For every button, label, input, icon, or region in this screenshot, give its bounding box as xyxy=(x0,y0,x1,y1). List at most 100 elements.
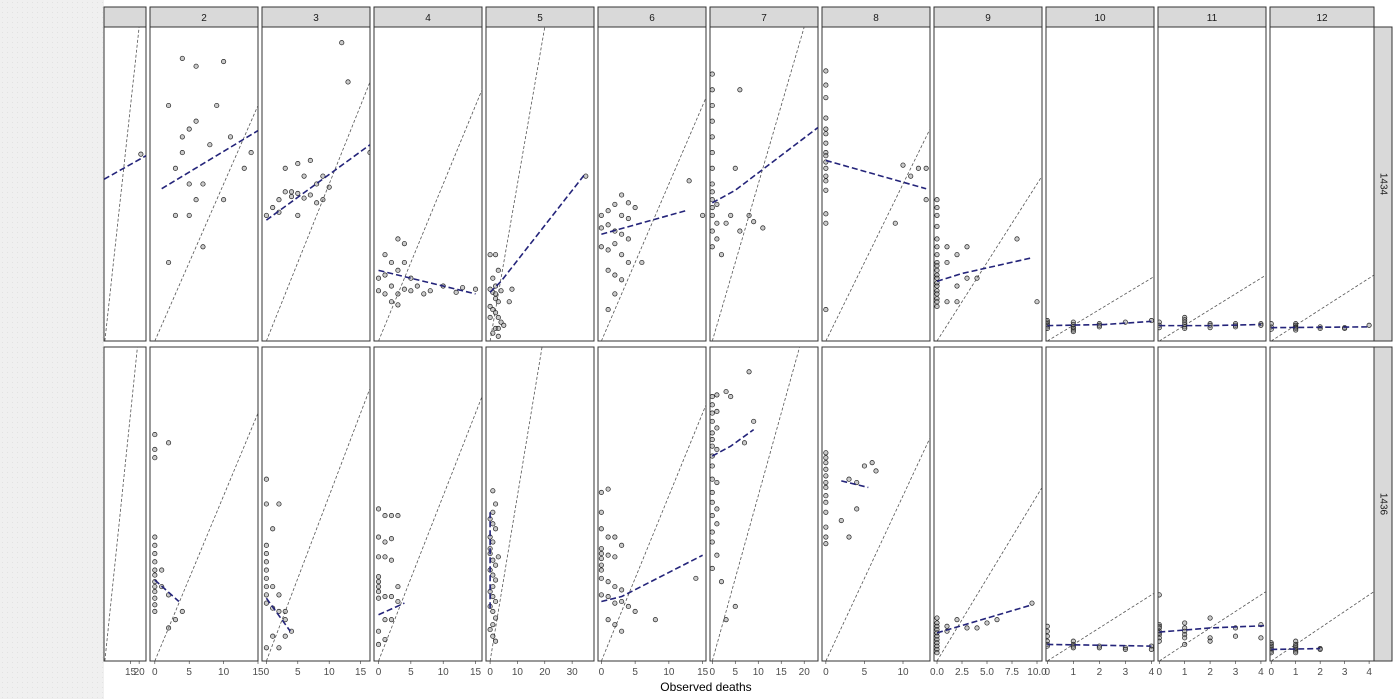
data-point xyxy=(375,534,382,540)
facet-panel xyxy=(1157,26,1267,342)
column-strip-label: 12 xyxy=(1316,13,1328,24)
data-point xyxy=(301,195,307,201)
data-point xyxy=(314,200,320,206)
facet-panel xyxy=(821,26,931,342)
data-point xyxy=(1096,645,1102,651)
data-point xyxy=(388,513,395,519)
data-point xyxy=(460,285,466,291)
data-point xyxy=(823,524,829,530)
data-point xyxy=(934,263,940,269)
data-point xyxy=(493,291,499,297)
data-point xyxy=(179,134,185,140)
data-point xyxy=(1096,324,1102,330)
data-point xyxy=(1258,635,1264,641)
data-point xyxy=(263,575,269,581)
data-point xyxy=(823,460,829,466)
panel-background xyxy=(373,346,483,662)
data-point xyxy=(382,593,388,600)
facet-panel xyxy=(261,26,371,342)
data-point xyxy=(498,319,504,325)
data-point xyxy=(1046,623,1050,629)
data-point xyxy=(1366,322,1372,328)
facet-panel xyxy=(373,26,483,342)
data-point xyxy=(625,259,631,266)
data-point xyxy=(598,592,604,598)
identity-reference-line xyxy=(1271,274,1374,341)
panel-background xyxy=(1157,26,1267,342)
data-point xyxy=(270,526,276,532)
fitted-trend-line xyxy=(1159,624,1266,633)
data-point xyxy=(166,259,172,266)
data-point xyxy=(823,140,829,146)
data-point xyxy=(934,275,940,281)
data-point xyxy=(612,201,618,207)
data-point xyxy=(307,157,313,164)
data-point xyxy=(1122,645,1128,651)
data-point xyxy=(710,150,715,156)
data-point xyxy=(263,542,269,548)
data-point xyxy=(453,289,459,295)
data-point xyxy=(861,463,867,469)
data-point xyxy=(1046,633,1050,639)
data-point xyxy=(598,244,604,250)
data-point xyxy=(200,244,206,250)
facet-panel xyxy=(821,346,931,662)
x-tick-label: 0 xyxy=(599,667,605,678)
x-tick-label: 20 xyxy=(134,667,146,678)
facet-panel xyxy=(1045,26,1155,342)
column-strip-label: 11 xyxy=(1207,13,1218,24)
data-point xyxy=(598,526,604,532)
data-point xyxy=(395,291,401,297)
data-point xyxy=(823,455,829,461)
data-point xyxy=(934,283,940,289)
data-point xyxy=(964,244,970,250)
data-point xyxy=(934,650,940,656)
data-point xyxy=(186,212,192,218)
data-point xyxy=(710,71,715,77)
data-point xyxy=(152,567,158,573)
data-point xyxy=(846,476,852,482)
data-point xyxy=(263,559,269,565)
data-point xyxy=(846,534,852,540)
data-point xyxy=(619,628,625,634)
x-tick-label: 4 xyxy=(1366,667,1372,678)
data-point xyxy=(934,236,940,242)
data-point xyxy=(282,189,288,195)
data-point xyxy=(263,592,269,598)
fitted-trend-line xyxy=(489,172,587,293)
data-point xyxy=(605,534,611,540)
data-point xyxy=(934,205,940,211)
data-point xyxy=(710,87,715,93)
fitted-trend-line xyxy=(936,257,1033,283)
facet-panel xyxy=(485,346,595,662)
data-point xyxy=(710,181,715,187)
x-tick-label: 4 xyxy=(1258,667,1264,678)
data-point xyxy=(1046,325,1050,331)
data-point xyxy=(625,603,631,610)
x-tick-label: 0 xyxy=(152,667,158,678)
data-point xyxy=(388,259,395,266)
data-point xyxy=(375,595,382,601)
data-point xyxy=(172,165,179,171)
data-point xyxy=(714,220,720,226)
identity-reference-line xyxy=(825,128,930,341)
x-tick-label: 15 xyxy=(470,667,482,678)
data-point xyxy=(598,225,604,231)
data-point xyxy=(710,134,715,140)
data-point xyxy=(382,539,388,545)
data-point xyxy=(152,446,158,453)
data-point xyxy=(954,299,960,305)
x-tick-label: 10 xyxy=(663,667,675,678)
data-point xyxy=(714,236,720,242)
panel-background xyxy=(1045,346,1155,662)
data-point xyxy=(495,314,501,321)
data-point xyxy=(944,623,950,629)
data-point xyxy=(282,617,288,623)
data-point xyxy=(710,402,715,408)
data-point xyxy=(823,95,829,101)
data-point xyxy=(934,267,940,273)
data-point xyxy=(598,509,604,515)
data-point xyxy=(490,330,496,336)
data-point xyxy=(138,151,144,157)
data-point xyxy=(908,173,914,179)
